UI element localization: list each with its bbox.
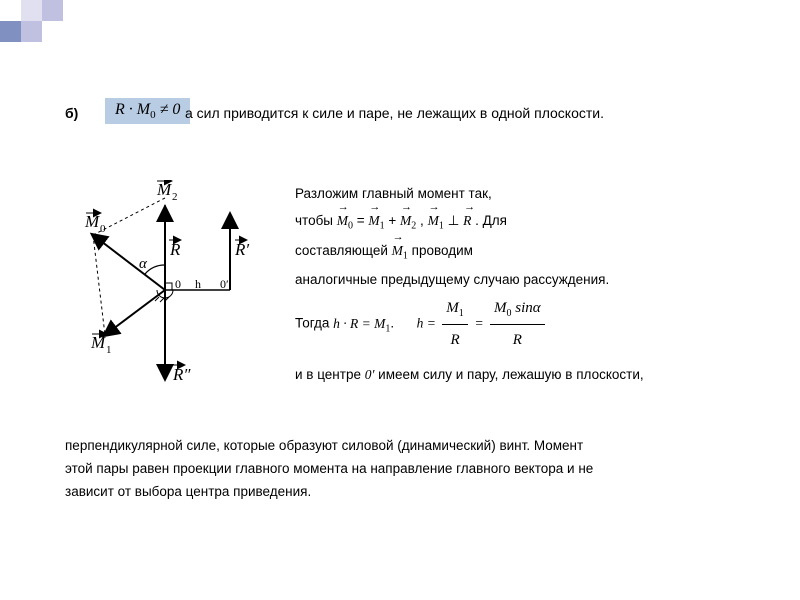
text-line: этой пары равен проекции главного момент…: [65, 458, 760, 481]
case-b-line: б) R · M0 ≠ 0 а сил приводится к силе и …: [65, 100, 780, 130]
svg-text:R″: R″: [172, 365, 191, 384]
text-line: чтобы M0 = M1 + M2 , M1 ⊥ R . Для: [295, 207, 780, 237]
content-area: б) R · M0 ≠ 0 а сил приводится к силе и …: [65, 100, 780, 180]
deco-square: [0, 21, 21, 42]
deco-square: [42, 0, 63, 21]
svg-text:R: R: [169, 240, 181, 259]
text-line: и в центре 0′ имеем силу и пару, лежашую…: [295, 361, 780, 388]
text-line: зависит от выбора центра приведения.: [65, 481, 760, 504]
svg-text:α: α: [139, 256, 148, 272]
condition-formula: R · M0 ≠ 0: [105, 98, 190, 124]
svg-text:h: h: [195, 277, 201, 291]
svg-text:0: 0: [175, 277, 181, 291]
case-label: б): [65, 105, 78, 121]
text-line: Тогда h · R = M1. h = M1R = M0 sinαR: [295, 293, 780, 355]
svg-text:1: 1: [106, 344, 112, 356]
deco-square: [21, 21, 42, 42]
deco-square: [21, 0, 42, 21]
text-line: перпендикулярной силе, которые образуют …: [65, 435, 760, 458]
svg-text:M: M: [156, 180, 172, 199]
explanation-text: Разложим главный момент так, чтобы M0 = …: [295, 180, 780, 388]
corner-decoration: [0, 0, 60, 42]
vector-diagram: M 0 M 2 M 1 R R′ R″ α 0 h 0′: [65, 180, 285, 410]
svg-text:2: 2: [172, 191, 178, 203]
case-description: а сил приводится к силе и паре, не лежащ…: [185, 105, 604, 121]
svg-text:R′: R′: [234, 240, 249, 259]
text-line: аналогичные предыдущему случаю рассужден…: [295, 266, 780, 293]
text-line: Разложим главный момент так,: [295, 180, 780, 207]
text-line: составляющей M1 проводим: [295, 237, 780, 267]
svg-text:0′: 0′: [220, 277, 229, 291]
svg-text:0: 0: [100, 223, 106, 235]
conclusion-text: перпендикулярной силе, которые образуют …: [65, 435, 760, 504]
svg-text:M: M: [90, 333, 106, 352]
svg-text:M: M: [84, 212, 100, 231]
